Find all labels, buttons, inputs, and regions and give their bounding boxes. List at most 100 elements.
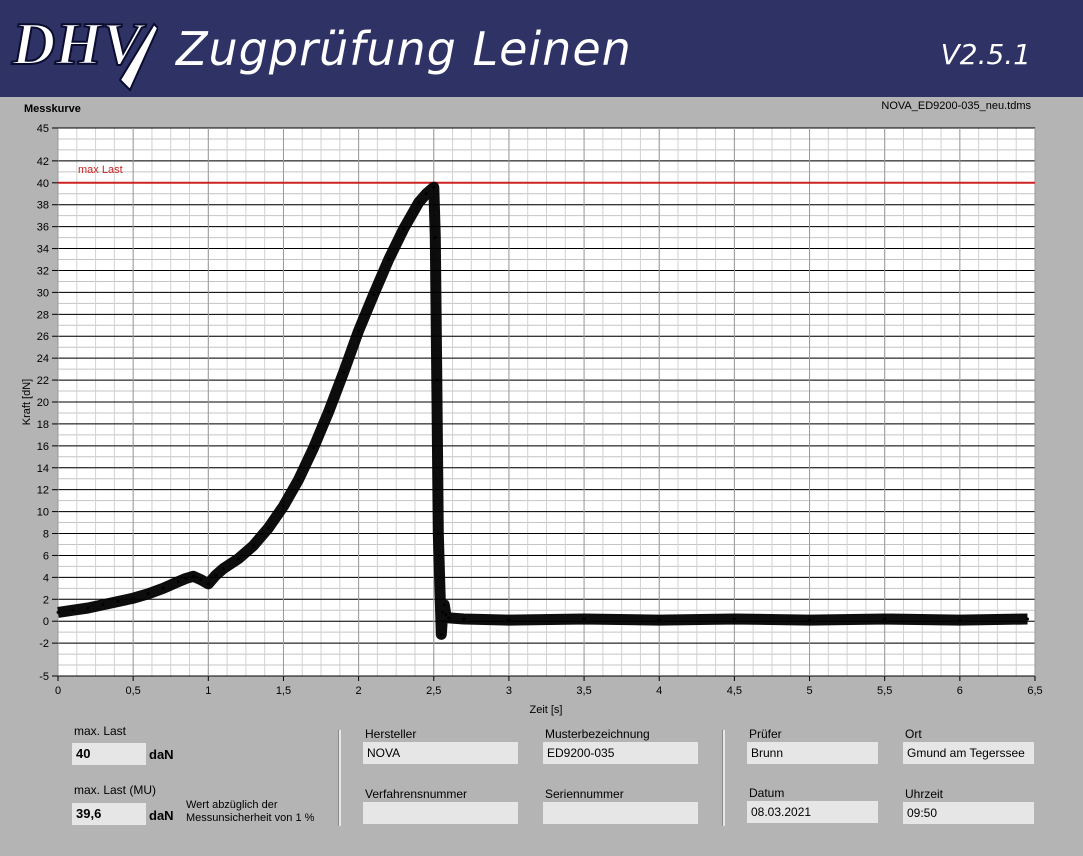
force-data-point	[582, 617, 586, 621]
x-tick-label: 0,5	[126, 685, 141, 697]
force-data-point	[342, 370, 346, 374]
y-tick-label: 45	[37, 123, 49, 135]
verfahrensnummer-label: Verfahrensnummer	[365, 787, 468, 801]
force-data-point	[176, 580, 180, 584]
x-tick-label: 2,5	[426, 685, 441, 697]
force-data-point	[657, 618, 661, 622]
max-load-field: 40	[72, 743, 146, 765]
dhv-logo: DHV	[10, 10, 158, 92]
y-axis-label: Kraft [dN]	[21, 379, 33, 425]
force-data-point	[435, 378, 439, 382]
seriennummer-label: Seriennummer	[545, 787, 624, 801]
y-tick-label: -2	[39, 638, 49, 650]
y-tick-label: 24	[37, 353, 49, 365]
force-data-point	[357, 329, 361, 333]
force-data-point	[808, 618, 812, 622]
force-data-point	[432, 185, 436, 189]
x-tick-label: 2	[356, 685, 362, 697]
logo-text: DHV	[11, 11, 147, 77]
hersteller-field[interactable]: NOVA	[363, 742, 518, 764]
force-data-point	[372, 293, 376, 297]
ort-label: Ort	[905, 727, 922, 741]
y-tick-label: 6	[43, 550, 49, 562]
force-data-point	[441, 610, 445, 614]
force-data-point	[71, 608, 75, 612]
x-tick-label: 4	[656, 685, 662, 697]
force-data-point	[266, 526, 270, 530]
force-data-point	[101, 603, 105, 607]
app-version: V2.5.1	[940, 38, 1031, 71]
force-data-point	[251, 544, 255, 548]
x-tick-label: 5	[806, 685, 812, 697]
chart-panel-title: Messkurve	[24, 103, 81, 115]
y-tick-label: 2	[43, 594, 49, 606]
force-data-point	[433, 236, 437, 240]
force-data-point	[439, 632, 443, 636]
force-data-point	[116, 599, 120, 603]
uhrzeit-field[interactable]: 09:50	[903, 802, 1034, 824]
chart-ticks: 4542403836343230282624222018161412108642…	[37, 123, 1043, 697]
y-tick-label: 14	[37, 463, 49, 475]
force-time-chart: 4542403836343230282624222018161412108642…	[21, 123, 1043, 716]
force-data-point	[424, 192, 428, 196]
force-data-point	[312, 446, 316, 450]
force-data-point	[296, 478, 300, 482]
y-tick-label: 8	[43, 529, 49, 541]
musterbezeichnung-field[interactable]: ED9200-035	[543, 742, 698, 764]
y-tick-label: 38	[37, 200, 49, 212]
force-data-point	[199, 578, 203, 582]
max-load-mu-label: max. Last (MU)	[74, 783, 157, 797]
force-data-point	[442, 603, 446, 607]
x-tick-label: 6	[957, 685, 963, 697]
y-tick-label: 28	[37, 309, 49, 321]
force-data-point	[206, 582, 210, 586]
x-tick-label: 3,5	[576, 685, 591, 697]
force-data-point	[444, 613, 448, 617]
separator-2	[722, 730, 725, 826]
max-load-mu-field: 39,6	[72, 803, 146, 825]
x-tick-label: 5,5	[877, 685, 892, 697]
pruefer-field[interactable]: Brunn	[747, 742, 878, 764]
seriennummer-field[interactable]	[543, 802, 698, 824]
hersteller-label: Hersteller	[365, 727, 417, 741]
datum-label: Datum	[749, 786, 785, 800]
verfahrensnummer-field[interactable]	[363, 802, 518, 824]
y-tick-label: 4	[43, 572, 49, 584]
force-data-point	[191, 574, 195, 578]
force-data-point	[447, 616, 451, 620]
force-data-point	[281, 504, 285, 508]
separator-1	[338, 730, 341, 826]
y-tick-label: 34	[37, 244, 49, 256]
force-data-point	[958, 618, 962, 622]
force-data-point	[56, 610, 60, 614]
uhrzeit-label: Uhrzeit	[905, 787, 944, 801]
pruefer-label: Prüfer	[749, 727, 782, 741]
app-header: DHV Zugprüfung Leinen V2.5.1	[0, 0, 1083, 97]
max-load-reference-label: max Last	[78, 164, 123, 176]
force-data-point	[1025, 617, 1029, 621]
max-load-unit: daN	[149, 747, 174, 762]
force-data-point	[883, 617, 887, 621]
y-tick-label: 10	[37, 507, 49, 519]
y-tick-label: 32	[37, 265, 49, 277]
ort-field[interactable]: Gmund am Tegerssee	[903, 742, 1034, 764]
force-data-point	[462, 617, 466, 621]
max-load-mu-unit: daN	[149, 808, 174, 823]
datum-field[interactable]: 08.03.2021	[747, 801, 878, 823]
y-tick-label: 12	[37, 485, 49, 497]
force-data-point	[221, 567, 225, 571]
force-data-point	[327, 410, 331, 414]
y-tick-label: 16	[37, 441, 49, 453]
y-tick-label: 20	[37, 397, 49, 409]
chart-grid	[57, 127, 1036, 677]
force-data-point	[402, 227, 406, 231]
reference-line-group: max Last	[58, 164, 1035, 184]
force-data-point	[214, 573, 218, 577]
y-tick-label: 18	[37, 419, 49, 431]
musterbezeichnung-label: Musterbezeichnung	[545, 727, 650, 741]
mu-note-line1: Wert abzüglich der	[186, 799, 278, 811]
x-tick-label: 1	[205, 685, 211, 697]
force-data-point	[146, 592, 150, 596]
y-tick-label: 36	[37, 222, 49, 234]
app-title: Zugprüfung Leinen	[176, 22, 632, 76]
